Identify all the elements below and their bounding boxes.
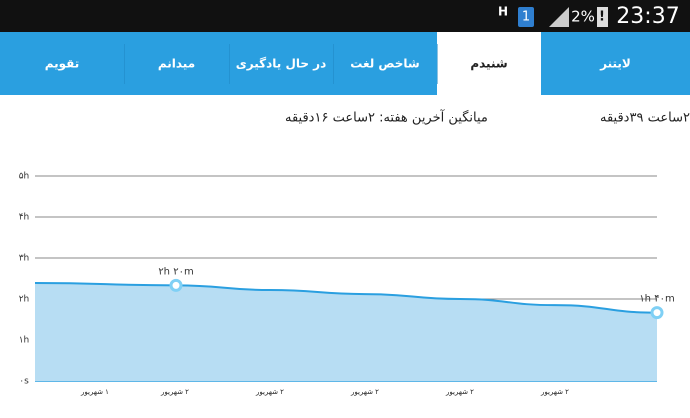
status-bar: [0, 0, 690, 32]
battery-alert: !: [599, 10, 605, 25]
x-tick-label: ۲ شهریور: [350, 388, 379, 396]
notification-count: 1: [522, 10, 530, 25]
tab-label[interactable]: شاخص لغت: [350, 57, 420, 71]
y-tick-label: ۴h: [19, 213, 30, 223]
battery-level: 2%: [571, 8, 595, 26]
y-tick-label: ۱h: [19, 336, 30, 346]
tab[interactable]: [541, 32, 690, 95]
month-average: میانگین آخرین ماه: ۲ساعت ۳۹دقیقه: [600, 109, 690, 126]
tab[interactable]: [229, 32, 333, 95]
data-point: [169, 278, 183, 292]
tab-label[interactable]: در حال یادگیری: [236, 57, 327, 71]
x-tick-label: ۲ شهریور: [540, 388, 569, 396]
clock: 23:37: [616, 4, 679, 29]
data-point: [650, 306, 664, 320]
tab[interactable]: [333, 32, 437, 95]
week-average: میانگین آخرین هفته: ۲ساعت ۱۶دقیقه: [285, 109, 488, 126]
x-tick-label: ۲ شهریور: [160, 388, 189, 396]
x-tick-label: ۲ شهریور: [445, 388, 474, 396]
area-fill: [35, 283, 657, 381]
value-label: ۲h ۲۰m: [158, 266, 193, 277]
tab[interactable]: [124, 32, 229, 95]
y-tick-label: ۵h: [19, 172, 30, 182]
x-tick-label: ۱ شهریور: [80, 388, 109, 396]
tab-label[interactable]: میدانم: [158, 57, 195, 71]
notification-badge: [518, 7, 534, 27]
tab[interactable]: [0, 32, 124, 95]
tab[interactable]: [437, 32, 541, 95]
battery-icon: [597, 7, 608, 27]
network-icon: H: [498, 5, 508, 19]
x-tick-label: ۲ شهریور: [255, 388, 284, 396]
tab-label[interactable]: تقویم: [45, 57, 80, 72]
y-tick-label: ۲h: [19, 295, 30, 305]
value-label: ۱h ۴۰m: [639, 294, 674, 305]
y-tick-label: ۳h: [19, 254, 30, 264]
tab-label[interactable]: شنیدم: [470, 57, 507, 72]
tab-label[interactable]: لایتنر: [599, 57, 631, 71]
y-tick-label: ۰s: [19, 377, 29, 387]
signal-icon: [549, 7, 569, 27]
